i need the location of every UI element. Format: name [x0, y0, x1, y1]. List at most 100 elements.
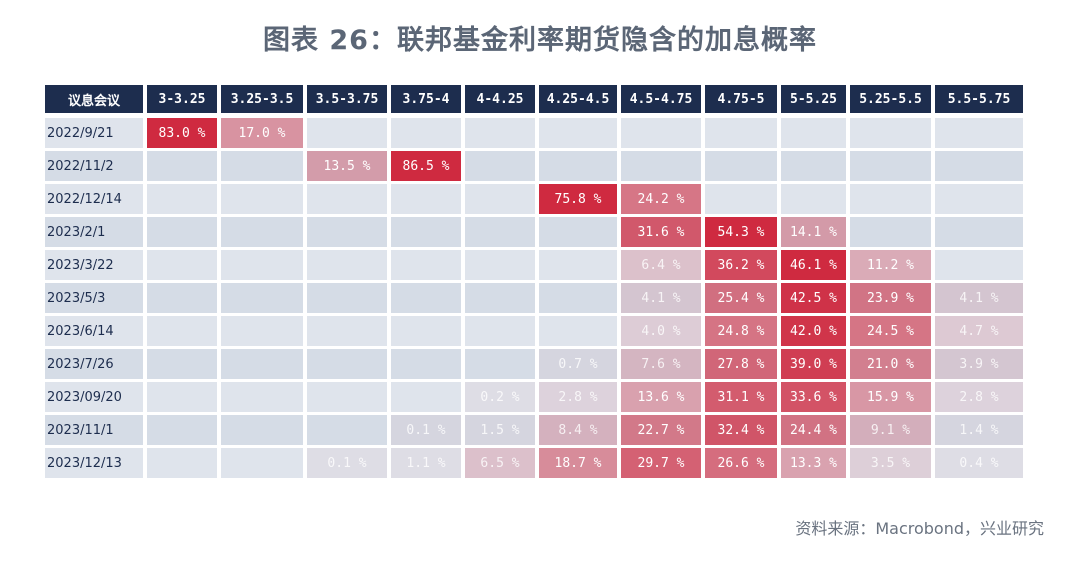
heatmap-cell: [935, 151, 1023, 181]
heatmap-cell: 13.6 %: [621, 382, 701, 412]
heatmap-cell: [539, 217, 617, 247]
heatmap-cell: 31.1 %: [705, 382, 777, 412]
heatmap-cell: [539, 316, 617, 346]
heatmap-cell: [221, 415, 303, 445]
heatmap-cell: [781, 184, 846, 214]
heatmap-cell: 24.8 %: [705, 316, 777, 346]
column-header: 3.25-3.5: [221, 85, 303, 113]
heatmap-cell: [935, 118, 1023, 148]
heatmap-cell: [307, 184, 387, 214]
heatmap-cell: [147, 448, 217, 478]
heatmap-cell: [221, 349, 303, 379]
row-date: 2022/11/2: [45, 151, 143, 181]
heatmap-cell: [705, 118, 777, 148]
heatmap-cell: [391, 250, 461, 280]
heatmap-cell: [935, 250, 1023, 280]
chart-title: 图表 26：联邦基金利率期货隐含的加息概率: [263, 25, 817, 56]
heatmap-cell: [391, 349, 461, 379]
heatmap-cell: [539, 118, 617, 148]
heatmap-cell: [307, 250, 387, 280]
heatmap-cell: [391, 382, 461, 412]
heatmap-cell: 23.9 %: [850, 283, 931, 313]
heatmap-cell: [539, 250, 617, 280]
heatmap-cell: 29.7 %: [621, 448, 701, 478]
heatmap-cell: [391, 316, 461, 346]
heatmap-cell: 15.9 %: [850, 382, 931, 412]
row-date: 2023/2/1: [45, 217, 143, 247]
heatmap-cell: 9.1 %: [850, 415, 931, 445]
heatmap-cell: [221, 184, 303, 214]
row-date: 2023/7/26: [45, 349, 143, 379]
row-date: 2023/3/22: [45, 250, 143, 280]
heatmap-cell: 36.2 %: [705, 250, 777, 280]
heatmap-cell: 33.6 %: [781, 382, 846, 412]
column-header: 5-5.25: [781, 85, 846, 113]
heatmap-cell: [850, 217, 931, 247]
heatmap-cell: [147, 382, 217, 412]
row-date: 2023/12/13: [45, 448, 143, 478]
heatmap-cell: 11.2 %: [850, 250, 931, 280]
heatmap-cell: 18.7 %: [539, 448, 617, 478]
heatmap-cell: [307, 118, 387, 148]
heatmap-cell: 25.4 %: [705, 283, 777, 313]
heatmap-cell: [391, 184, 461, 214]
heatmap-cell: [465, 250, 535, 280]
heatmap-cell: [850, 184, 931, 214]
heatmap-cell: 0.7 %: [539, 349, 617, 379]
heatmap-cell: 86.5 %: [391, 151, 461, 181]
heatmap-cell: 2.8 %: [935, 382, 1023, 412]
heatmap-cell: 39.0 %: [781, 349, 846, 379]
heatmap-cell: 27.8 %: [705, 349, 777, 379]
heatmap-cell: 1.1 %: [391, 448, 461, 478]
heatmap-cell: 46.1 %: [781, 250, 846, 280]
heatmap-cell: 32.4 %: [705, 415, 777, 445]
heatmap-cell: 7.6 %: [621, 349, 701, 379]
heatmap-cell: [221, 316, 303, 346]
column-header: 4.75-5: [705, 85, 777, 113]
column-header: 4-4.25: [465, 85, 535, 113]
heatmap-cell: [539, 283, 617, 313]
heatmap-cell: [465, 283, 535, 313]
heatmap-cell: 6.5 %: [465, 448, 535, 478]
heatmap-cell: 75.8 %: [539, 184, 617, 214]
heatmap-cell: [705, 151, 777, 181]
heatmap-cell: 4.7 %: [935, 316, 1023, 346]
column-header: 5.5-5.75: [935, 85, 1023, 113]
heatmap-cell: [307, 217, 387, 247]
heatmap-cell: 3.9 %: [935, 349, 1023, 379]
heatmap-cell: [147, 415, 217, 445]
heatmap-cell: [307, 316, 387, 346]
heatmap-cell: [465, 316, 535, 346]
row-date: 2022/9/21: [45, 118, 143, 148]
heatmap-cell: 21.0 %: [850, 349, 931, 379]
heatmap-cell: 26.6 %: [705, 448, 777, 478]
heatmap-cell: 22.7 %: [621, 415, 701, 445]
heatmap-cell: [221, 283, 303, 313]
column-header: 3-3.25: [147, 85, 217, 113]
heatmap-cell: 3.5 %: [850, 448, 931, 478]
column-header: 4.25-4.5: [539, 85, 617, 113]
heatmap-cell: 1.5 %: [465, 415, 535, 445]
heatmap-cell: 4.1 %: [621, 283, 701, 313]
heatmap-cell: [307, 349, 387, 379]
heatmap-cell: [147, 184, 217, 214]
heatmap-cell: 31.6 %: [621, 217, 701, 247]
heatmap-cell: [705, 184, 777, 214]
heatmap-cell: [147, 283, 217, 313]
heatmap-cell: [147, 250, 217, 280]
heatmap-cell: [221, 151, 303, 181]
heatmap-cell: 13.3 %: [781, 448, 846, 478]
heatmap-cell: 24.4 %: [781, 415, 846, 445]
column-header: 5.25-5.5: [850, 85, 931, 113]
heatmap-cell: [781, 151, 846, 181]
heatmap-cell: [465, 118, 535, 148]
heatmap-table: 议息会议 3-3.25 3.25-3.5 3.5-3.75 3.75-4 4-4.25 4.…: [45, 85, 1023, 478]
heatmap-cell: 0.1 %: [391, 415, 461, 445]
heatmap-cell: 42.5 %: [781, 283, 846, 313]
heatmap-cell: [147, 217, 217, 247]
heatmap-cell: [465, 184, 535, 214]
heatmap-cell: 0.4 %: [935, 448, 1023, 478]
heatmap-cell: [147, 349, 217, 379]
heatmap-cell: [465, 349, 535, 379]
row-date: 2023/09/20: [45, 382, 143, 412]
